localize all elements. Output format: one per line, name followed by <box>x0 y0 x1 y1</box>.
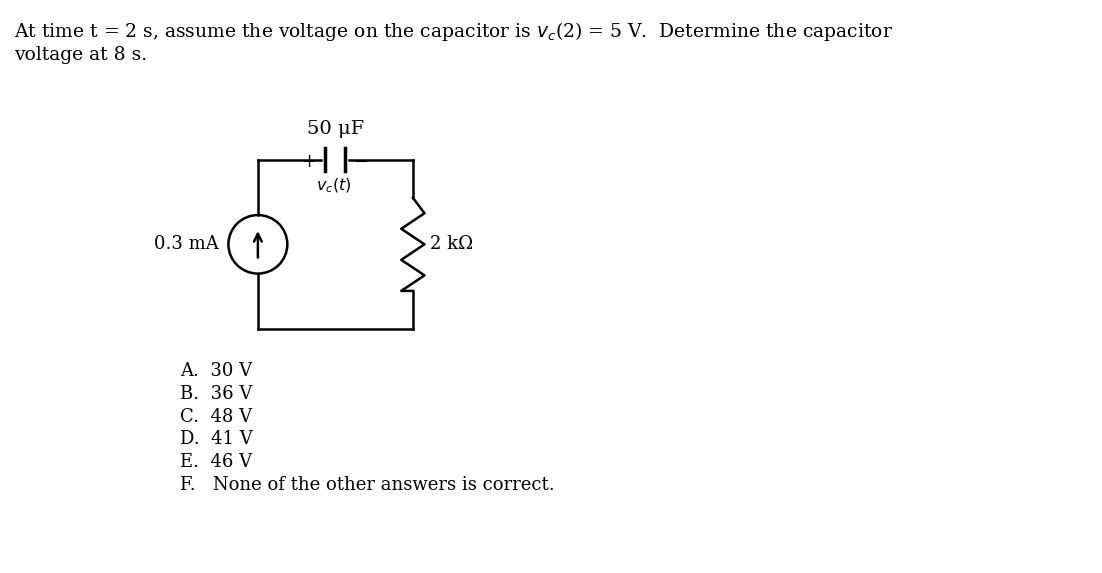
Text: −: − <box>354 153 368 171</box>
Text: E.  46 V: E. 46 V <box>181 453 252 471</box>
Text: C.  48 V: C. 48 V <box>181 407 252 426</box>
Text: D.  41 V: D. 41 V <box>181 430 253 448</box>
Text: $v_c(t)$: $v_c(t)$ <box>316 176 352 195</box>
Text: 2 kΩ: 2 kΩ <box>430 236 473 253</box>
Text: +: + <box>301 153 316 171</box>
Text: B.  36 V: B. 36 V <box>181 385 252 403</box>
Text: 0.3 mA: 0.3 mA <box>154 236 219 253</box>
Text: F.   None of the other answers is correct.: F. None of the other answers is correct. <box>181 476 555 494</box>
Text: A.  30 V: A. 30 V <box>181 362 252 380</box>
Text: At time t = 2 s, assume the voltage on the capacitor is $v_c$(2) = 5 V.  Determi: At time t = 2 s, assume the voltage on t… <box>14 20 894 43</box>
Text: voltage at 8 s.: voltage at 8 s. <box>14 46 148 64</box>
Text: 50 μF: 50 μF <box>306 120 364 138</box>
